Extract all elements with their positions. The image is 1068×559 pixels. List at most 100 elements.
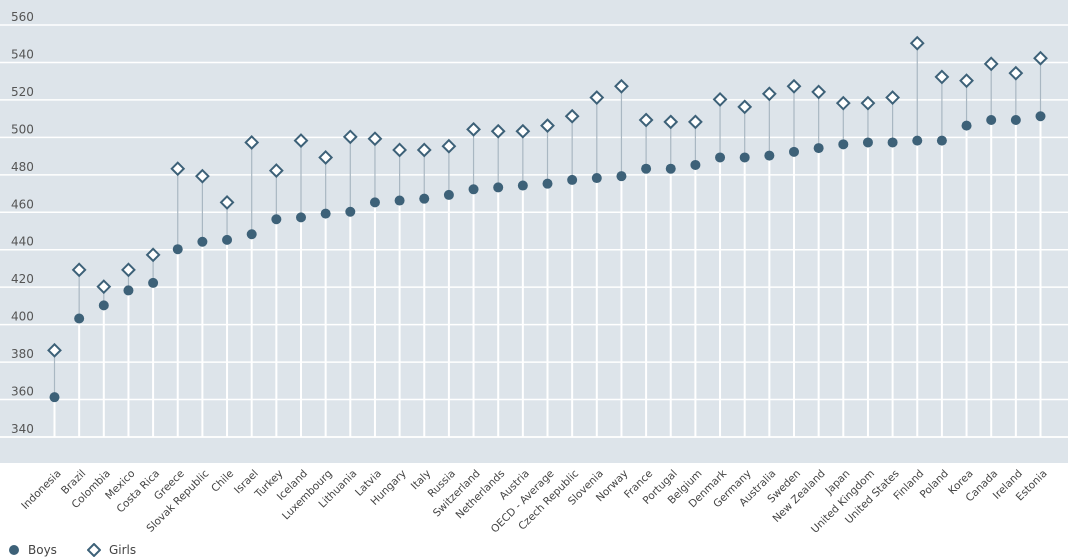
girls-point [441,138,457,154]
girls-point [687,114,703,130]
boys-point [862,137,873,148]
boys-point [271,214,282,225]
girls-point [515,123,531,139]
boys-point [838,139,849,150]
boys-point [1010,115,1021,125]
girls-point [614,78,629,94]
boys-point [887,137,898,148]
girls-point [490,123,506,139]
girls-point [466,121,481,137]
girls-point [416,142,432,158]
girls-point [318,150,334,165]
girls-point [47,342,62,358]
girls-point [959,73,974,89]
boys-point [715,152,726,163]
y-tick-label: 500 [11,122,34,136]
boys-point [912,135,923,146]
boys-point [641,163,652,174]
boys-point [468,184,479,195]
boys-point [789,146,799,157]
girls-point [219,194,235,210]
y-tick-label: 420 [11,272,34,286]
girls-point [194,168,210,184]
boys-point [74,313,85,324]
boys-point [172,244,183,255]
data-marks [47,35,1048,403]
y-tick-label: 340 [11,422,34,436]
boys-point [345,206,356,217]
boys-point [764,150,775,161]
y-tick-label: 440 [11,235,34,249]
boys-point [443,189,454,200]
girls-point [983,56,999,72]
boys-point [690,159,701,170]
boys-point [369,197,380,208]
boys-point [493,182,504,193]
y-tick-label: 540 [11,47,34,61]
girls-point [1033,50,1048,66]
y-tick-label: 380 [11,347,34,361]
girls-point [268,163,284,178]
boys-point [394,195,405,206]
boys-point [197,236,208,247]
y-tick-label: 460 [11,197,34,211]
girls-point [934,69,950,85]
y-tick-label: 520 [11,85,34,99]
girls-marker-icon [86,543,101,557]
boys-point [665,163,676,174]
boys-point [961,120,972,131]
boys-point [616,171,627,182]
legend: Boys Girls [8,541,166,559]
girls-point [1008,65,1024,81]
girls-point [909,35,925,51]
girls-point [663,114,679,130]
girls-point [786,78,802,94]
y-tick-label: 400 [11,310,34,324]
girls-point [761,86,777,102]
girls-point [96,279,112,295]
boys-point [813,143,824,154]
girls-point [121,262,136,278]
girls-point [860,95,876,111]
girls-point [293,133,309,149]
girls-point [564,108,580,124]
legend-item-girls: Girls [86,543,137,557]
boys-point [98,300,109,311]
girls-point [170,161,186,177]
girls-point [540,118,555,134]
boys-marker-icon [9,545,19,555]
boys-point [567,174,578,185]
boys-point [419,193,430,204]
boys-point [320,208,331,219]
boys-point [1035,111,1046,122]
boys-point [542,178,553,189]
boys-point [986,115,997,125]
girls-point [342,129,358,145]
boys-point [49,392,60,403]
boys-point [936,135,947,146]
y-axis-ticks: 340 360 380 400 420 440 460 480 500 520 540 560 [11,10,34,436]
girls-point [835,95,851,111]
girls-point [244,135,260,150]
boys-point [123,285,134,296]
girls-point [737,99,753,115]
boys-point [296,212,306,223]
boys-point [517,180,528,191]
girls-point [712,91,728,107]
girls-point [811,84,827,100]
legend-item-boys: Boys [8,543,57,557]
girls-point [367,131,383,147]
girls-point [638,112,654,128]
legend-label-girls: Girls [108,543,137,557]
x-category-label: Chile [209,468,236,495]
boys-point [148,277,159,288]
connector-lines [53,43,1042,437]
girls-point [392,142,408,158]
x-category-label: Indonesia [19,468,63,512]
girls-point [589,90,605,105]
plot-background [0,0,1068,463]
y-tick-label: 360 [11,385,34,399]
boys-point [591,173,602,184]
